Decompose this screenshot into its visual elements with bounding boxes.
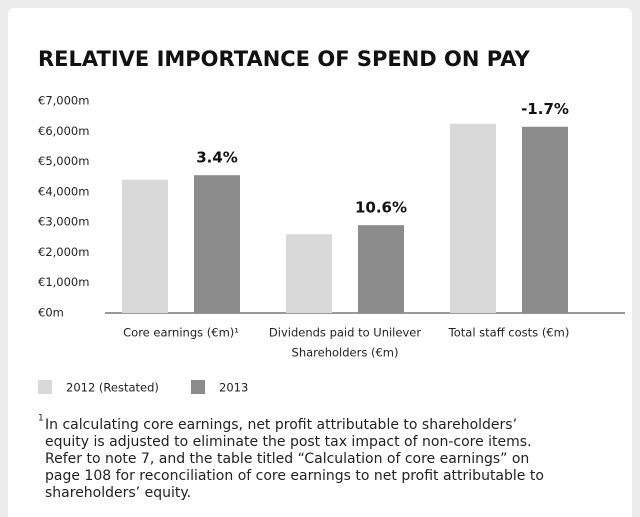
y-tick-label: €4,000m	[38, 184, 89, 198]
footnote-line: equity is adjusted to eliminate the post…	[45, 434, 532, 450]
x-tick-label: Total staff costs (€m)	[448, 326, 570, 340]
footnote-line: Refer to note 7, and the table titled “C…	[45, 451, 529, 467]
legend-label: 2012 (Restated)	[66, 381, 159, 395]
change-label: 10.6%	[355, 199, 407, 217]
bar	[122, 179, 168, 313]
bar	[450, 123, 496, 313]
bar	[194, 175, 240, 313]
footnote-line: page 108 for reconciliation of core earn…	[45, 468, 544, 484]
y-tick-label: €5,000m	[38, 154, 89, 168]
footnote-marker: 1	[38, 414, 44, 424]
y-tick-label: €7,000m	[38, 94, 89, 108]
y-tick-label: €1,000m	[38, 275, 89, 289]
change-label: -1.7%	[521, 100, 569, 118]
y-tick-label: €6,000m	[38, 124, 89, 138]
bar	[522, 126, 568, 313]
footnote-line: shareholders’ equity.	[45, 485, 191, 501]
x-tick-label: Core earnings (€m)¹	[123, 326, 239, 340]
chart-title: RELATIVE IMPORTANCE OF SPEND ON PAY	[38, 47, 530, 71]
y-tick-label: €3,000m	[38, 215, 89, 229]
legend-swatch	[38, 380, 52, 394]
bar	[286, 234, 332, 313]
bar	[358, 225, 404, 313]
change-label: 3.4%	[196, 149, 238, 167]
x-tick-label: Shareholders (€m)	[292, 346, 399, 360]
y-tick-label: €0m	[38, 306, 64, 320]
x-tick-label: Dividends paid to Unilever	[269, 326, 421, 340]
legend-swatch	[191, 380, 205, 394]
legend-label: 2013	[219, 381, 248, 395]
footnote-line: In calculating core earnings, net profit…	[45, 417, 517, 433]
y-tick-label: €2,000m	[38, 245, 89, 259]
